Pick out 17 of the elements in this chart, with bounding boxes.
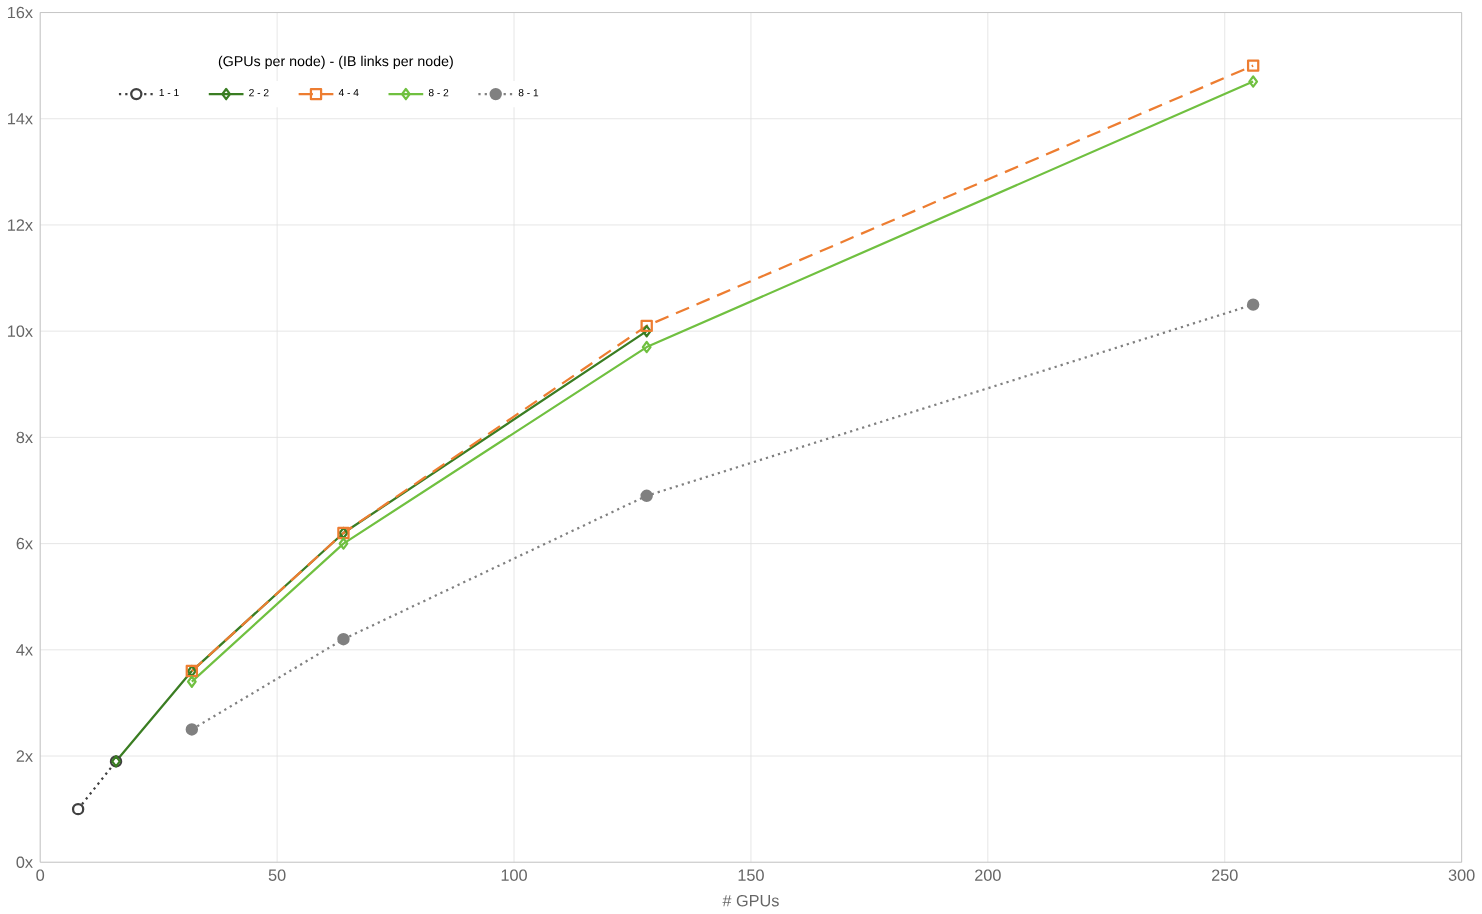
y-tick-label: 8x [16, 432, 33, 444]
x-tick-label: 0 [36, 869, 45, 882]
y-tick-label: 12x [8, 219, 33, 232]
x-tick-label: 100 [501, 869, 527, 882]
x-tick-label: 200 [975, 869, 1001, 882]
x-tick-label: 50 [268, 869, 286, 882]
x-axis-title: # GPUs [722, 895, 779, 907]
y-tick-label: 14x [8, 113, 33, 125]
y-tick-label: 10x [8, 325, 33, 338]
y-tick-label: 16x [8, 7, 33, 19]
y-tick-label: 0x [16, 856, 33, 869]
x-tick-label: 150 [738, 869, 764, 882]
y-tick-label: 2x [16, 750, 33, 763]
y-tick-label: 4x [16, 644, 33, 656]
x-tick-label: 250 [1211, 869, 1238, 882]
x-tick-label: 300 [1448, 869, 1475, 882]
y-tick-label: 6x [16, 538, 33, 550]
